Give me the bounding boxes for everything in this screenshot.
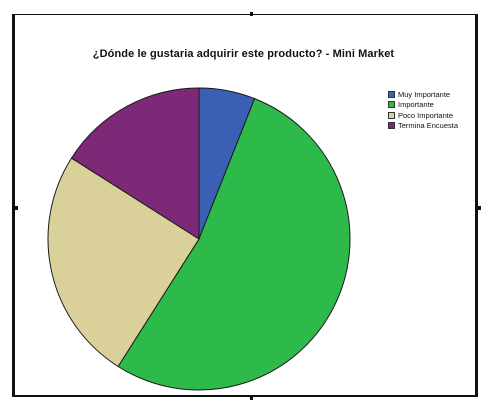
pie-slice-termina-encuesta (70, 87, 200, 240)
legend-item-poco-importante: Poco Importante (388, 110, 458, 121)
legend-label: Termina Encuesta (398, 121, 459, 131)
frame-tick-top (250, 12, 253, 16)
legend-item-termina-encuesta: Termina Encuesta (388, 121, 458, 132)
frame-tick-left (15, 206, 18, 210)
frame-tick-right (478, 206, 481, 210)
legend-swatch (388, 90, 395, 98)
legend-swatch (388, 111, 395, 119)
frame-tick-bottom (250, 396, 253, 400)
legend-label: Muy Importante (398, 89, 451, 99)
legend-swatch (388, 122, 395, 130)
pie-slice-poco-importante (47, 157, 200, 368)
chart-title: ¿Dónde le gustaria adquirir este product… (92, 48, 395, 60)
legend-item-muy-importante: Muy Importante (388, 89, 458, 100)
chart-legend: Muy Importante Importante Poco Important… (388, 89, 458, 131)
legend-swatch (388, 101, 395, 109)
pie-slice-importante (117, 97, 351, 391)
legend-label: Importante (398, 100, 434, 110)
legend-item-importante: Importante (388, 100, 458, 111)
legend-label: Poco Importante (398, 110, 454, 120)
